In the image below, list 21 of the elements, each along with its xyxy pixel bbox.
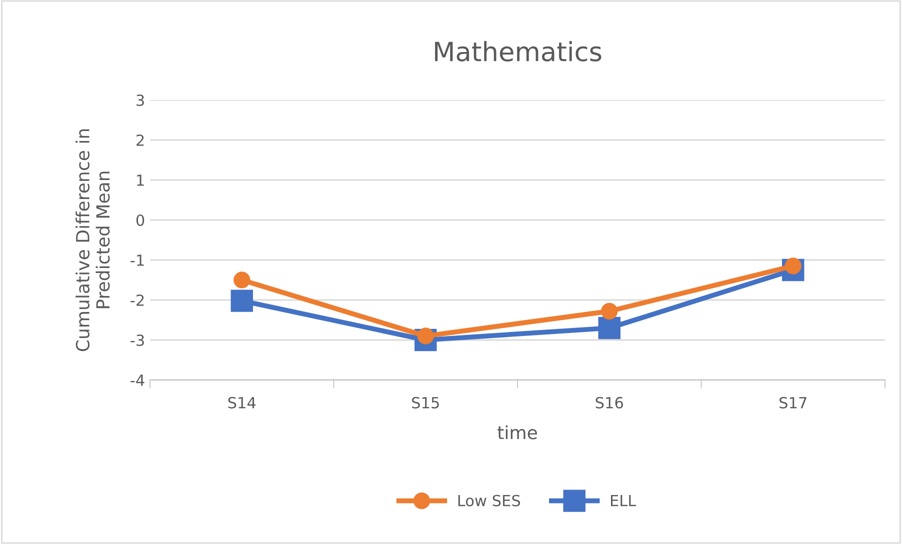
x-tick-label: S17 <box>780 396 806 408</box>
legend-label: Low SES <box>458 494 520 506</box>
y-tick-label: -3 <box>130 334 144 346</box>
y-tick-label: 2 <box>136 134 144 146</box>
y-tick-label: -2 <box>130 294 144 306</box>
x-tick-label: S16 <box>596 396 623 408</box>
y-tick-label: 0 <box>136 214 144 226</box>
y-tick-label: 3 <box>136 94 144 106</box>
chart-title: Mathematics <box>435 41 602 62</box>
legend-label: ELL <box>610 495 636 506</box>
x-tick-label: S14 <box>228 396 256 408</box>
point <box>598 316 620 340</box>
y-tick-label: -1 <box>130 254 144 266</box>
x-tick-label: S15 <box>412 396 439 408</box>
point <box>230 290 253 312</box>
point <box>601 302 618 320</box>
y-tick-label: -4 <box>130 374 144 386</box>
point <box>234 272 250 288</box>
y-tick-label: 1 <box>137 174 144 186</box>
x-axis-title: time <box>498 425 537 440</box>
y-axis-title: Cumulative Difference in Predicted Mean <box>76 129 110 352</box>
